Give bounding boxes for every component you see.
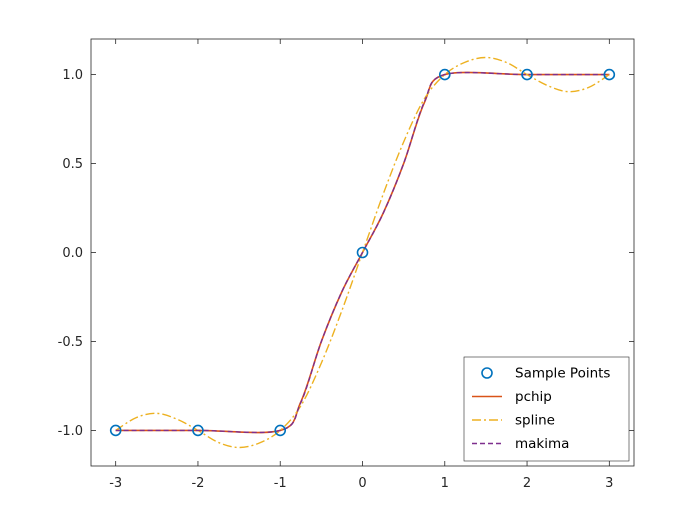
x-tick-label: 2 — [523, 476, 531, 491]
legend-makima-label: makima — [515, 436, 569, 452]
x-tick-label: -2 — [191, 476, 204, 491]
axes: -3 -2 -1 0 1 2 3 -1.0 -0.5 0.0 0.5 1.0 — [58, 38, 635, 491]
sample-point-marker — [192, 424, 204, 437]
sample-point-marker — [438, 68, 451, 81]
sample-point-marker — [603, 68, 616, 81]
y-tick-label: -1.0 — [58, 424, 83, 439]
y-tick-label: -0.5 — [58, 335, 83, 350]
legend-sample-points-swatch — [481, 367, 493, 379]
x-tick-label: 0 — [358, 476, 366, 491]
x-tick-label: -1 — [274, 476, 287, 491]
sample-point-marker — [521, 68, 533, 81]
sample-point-marker — [274, 424, 287, 437]
x-tick-label: 1 — [441, 476, 449, 491]
legend-sample-points-label: Sample Points — [515, 366, 610, 382]
sample-point-marker — [109, 424, 122, 437]
plot-area — [109, 56, 616, 449]
x-tick-label: -3 — [109, 476, 122, 491]
makima-line — [115, 71, 610, 434]
x-tick-label: 3 — [605, 476, 613, 491]
legend-spline-label: spline — [515, 413, 555, 429]
y-tick-label: 1.0 — [62, 68, 83, 83]
sample-point-marker — [356, 246, 369, 259]
legend-pchip-label: pchip — [515, 389, 552, 405]
y-tick-label: 0.5 — [62, 157, 83, 172]
legend: Sample Points pchip spline makima — [463, 356, 630, 462]
y-tick-label: 0.0 — [62, 246, 83, 261]
